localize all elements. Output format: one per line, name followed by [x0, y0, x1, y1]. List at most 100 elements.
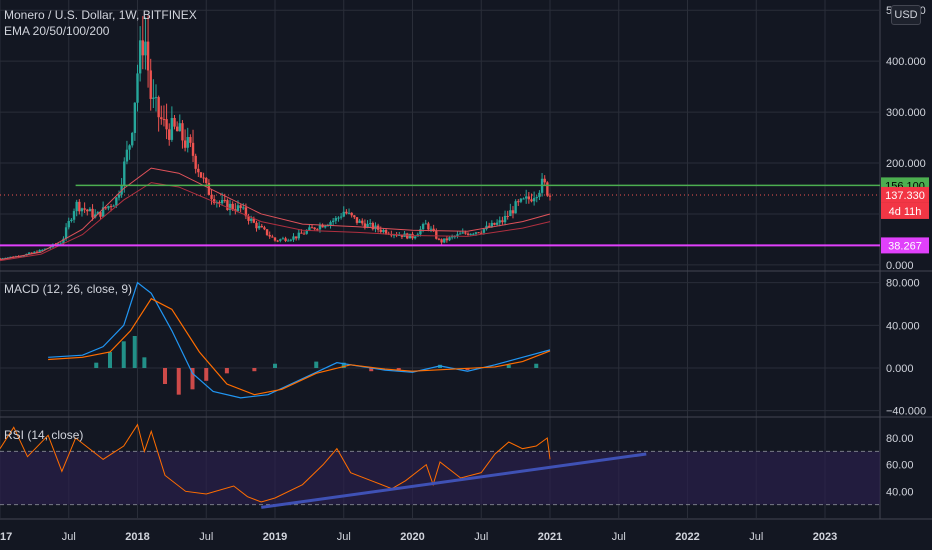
candle-body: [297, 232, 300, 239]
candle-body: [35, 251, 39, 253]
ema-line: [0, 167, 551, 261]
candle-body: [194, 155, 197, 169]
candle-body: [75, 201, 78, 212]
candle-body: [548, 195, 552, 197]
candle-body: [419, 229, 422, 235]
candle-body: [62, 238, 65, 244]
candle-body: [112, 205, 115, 207]
candle-body: [318, 225, 322, 230]
x-tick-label: Jul: [199, 531, 213, 543]
candle-body: [305, 230, 308, 234]
candle-body: [472, 233, 475, 235]
candle-body: [435, 231, 438, 239]
candle-body: [324, 226, 327, 228]
x-tick-label: 2021: [538, 531, 562, 543]
symbol-title: Monero / U.S. Dollar, 1W, BITFINEX: [4, 8, 197, 22]
x-tick-label: 2017: [0, 531, 12, 543]
candle-body: [239, 205, 242, 209]
candle-body: [86, 209, 89, 212]
y-tick-label: 0.000: [886, 363, 914, 375]
candle-body: [289, 239, 293, 241]
candle-body: [358, 220, 361, 223]
candle-body: [257, 225, 261, 229]
rsi-band: [0, 451, 880, 505]
candle-body: [168, 129, 171, 140]
candle-body: [379, 229, 382, 232]
candle-body: [421, 224, 425, 230]
macd-histogram-bar: [369, 368, 374, 372]
ema-line: [0, 182, 551, 262]
currency-button[interactable]: USD: [891, 5, 921, 25]
candle-body: [480, 232, 483, 234]
x-tick-label: Jul: [749, 531, 763, 543]
candle-body: [522, 198, 525, 200]
candle-body: [181, 123, 184, 141]
candle-body: [236, 205, 240, 212]
candle-body: [310, 227, 314, 229]
candle-body: [101, 207, 105, 217]
countdown-tag-box: [881, 202, 929, 219]
candle-body: [78, 201, 81, 212]
candle-body: [519, 198, 523, 202]
rsi-legend: RSI (14, close): [4, 428, 84, 442]
y-tick-label: 40.00: [886, 486, 914, 498]
candle-body: [506, 215, 509, 217]
y-tick-label: 400.000: [886, 56, 926, 68]
candle-body: [527, 196, 531, 200]
last-price-tag-box: [881, 186, 929, 203]
candle-body: [514, 201, 517, 214]
candle-body: [498, 220, 501, 223]
candle-body: [326, 225, 330, 227]
candle-body: [170, 117, 174, 140]
macd-histogram-bar: [465, 368, 470, 371]
candle-body: [128, 145, 131, 150]
support-price-tag: 38.267: [888, 240, 922, 252]
candle-body: [400, 235, 404, 237]
candle-body: [43, 248, 47, 250]
candle-body: [443, 238, 446, 243]
candle-body: [302, 233, 306, 235]
candle-body: [292, 236, 295, 240]
candle-body: [41, 249, 44, 251]
countdown-tag: 4d 11h: [889, 206, 922, 218]
candle-body: [424, 223, 427, 225]
candle-body: [242, 207, 245, 209]
candle-body: [345, 211, 348, 214]
x-tick-label: Jul: [62, 531, 76, 543]
candle-body: [123, 161, 126, 186]
candle-body: [493, 222, 496, 225]
candle-body: [392, 234, 396, 236]
candle-body: [199, 172, 203, 178]
y-tick-label: 60.00: [886, 460, 914, 472]
macd-histogram-bar: [396, 368, 401, 371]
candle-body: [313, 227, 316, 230]
candle-body: [366, 223, 369, 228]
candle-body: [353, 215, 356, 218]
macd-histogram-bar: [534, 363, 539, 368]
candle-body: [22, 255, 25, 257]
candle-body: [339, 216, 343, 218]
support-price-tag-box: [881, 237, 929, 254]
candle-body: [316, 229, 319, 231]
y-tick-label: 200.000: [886, 158, 926, 170]
candle-body: [509, 210, 512, 217]
candle-body: [368, 223, 372, 225]
candle-body: [477, 232, 480, 234]
candle-body: [205, 178, 208, 183]
macd-histogram-bar: [132, 336, 137, 368]
candle-body: [469, 233, 472, 235]
candle-body: [93, 214, 97, 218]
candle-body: [464, 232, 467, 234]
candle-body: [117, 194, 121, 198]
candle-body: [141, 40, 144, 56]
candle-body: [33, 251, 36, 253]
candle-body: [384, 229, 388, 234]
candle-body: [279, 239, 282, 241]
y-tick-label: 0.000: [886, 260, 914, 272]
candle-body: [294, 236, 298, 239]
y-tick-label: −40.000: [886, 406, 926, 418]
candle-body: [30, 252, 33, 254]
candle-body: [408, 233, 412, 239]
ema-legend: EMA 20/50/100/200: [4, 24, 110, 38]
